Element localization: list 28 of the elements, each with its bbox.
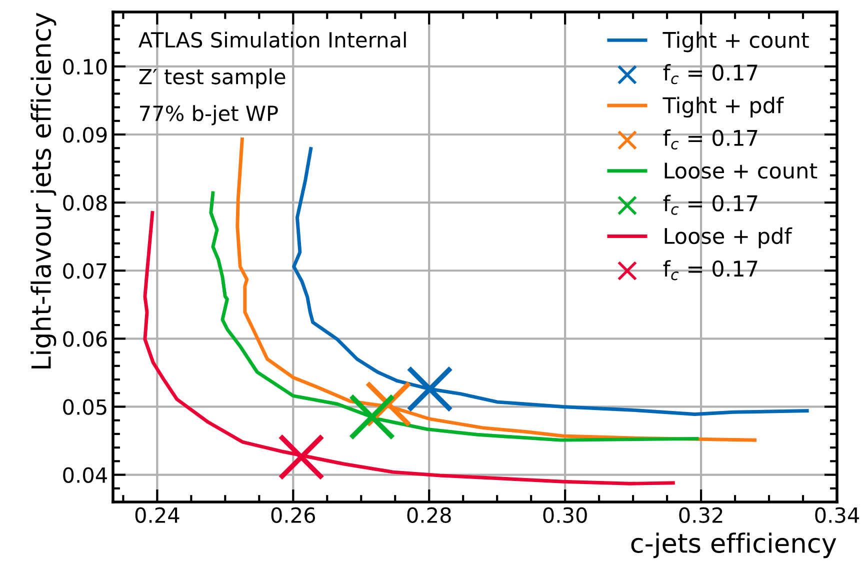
x-tick-label: 0.28 — [407, 507, 451, 523]
legend-label: Tight + count — [662, 31, 809, 52]
y-tick-label: 0.04 — [63, 467, 107, 483]
x-tick-label: 0.24 — [135, 507, 180, 523]
legend-label: f$_{c}$ = 0.17 — [663, 260, 758, 280]
annotation: Z′ test sample — [139, 68, 286, 89]
y-tick-label: 0.07 — [63, 263, 106, 279]
legend-label: f$_{c}$ = 0.17 — [663, 64, 758, 84]
annotation: 77% b-jet WP — [140, 105, 278, 126]
y-tick-label: 0.05 — [63, 399, 106, 415]
legend-label: f$_{c}$ = 0.17 — [663, 129, 758, 150]
legend-label: Loose + count — [664, 162, 818, 179]
y-tick-label: 0.08 — [63, 195, 107, 211]
x-tick-label: 0.26 — [271, 507, 316, 523]
x-tick-label: 0.34 — [815, 507, 860, 523]
point — [278, 434, 325, 480]
y-tick-label: 0.09 — [63, 126, 107, 143]
x-tick-label: 0.32 — [679, 507, 722, 523]
x-tick-label: 0.30 — [543, 507, 587, 523]
legend-label: Tight + pdf — [662, 96, 784, 118]
y-tick-label: 0.06 — [63, 331, 107, 347]
legend-label: Loose + pdf — [664, 227, 792, 248]
y-axis-title: Light-flavour jets efficiency — [30, 12, 56, 368]
annotation: ATLAS Simulation Internal — [138, 32, 406, 48]
legend-label: f$_{c}$ = 0.17 — [663, 194, 758, 215]
point — [348, 394, 396, 440]
y-tick-label: 0.10 — [63, 58, 107, 75]
x-axis-title: c-jets efficiency — [631, 532, 836, 558]
